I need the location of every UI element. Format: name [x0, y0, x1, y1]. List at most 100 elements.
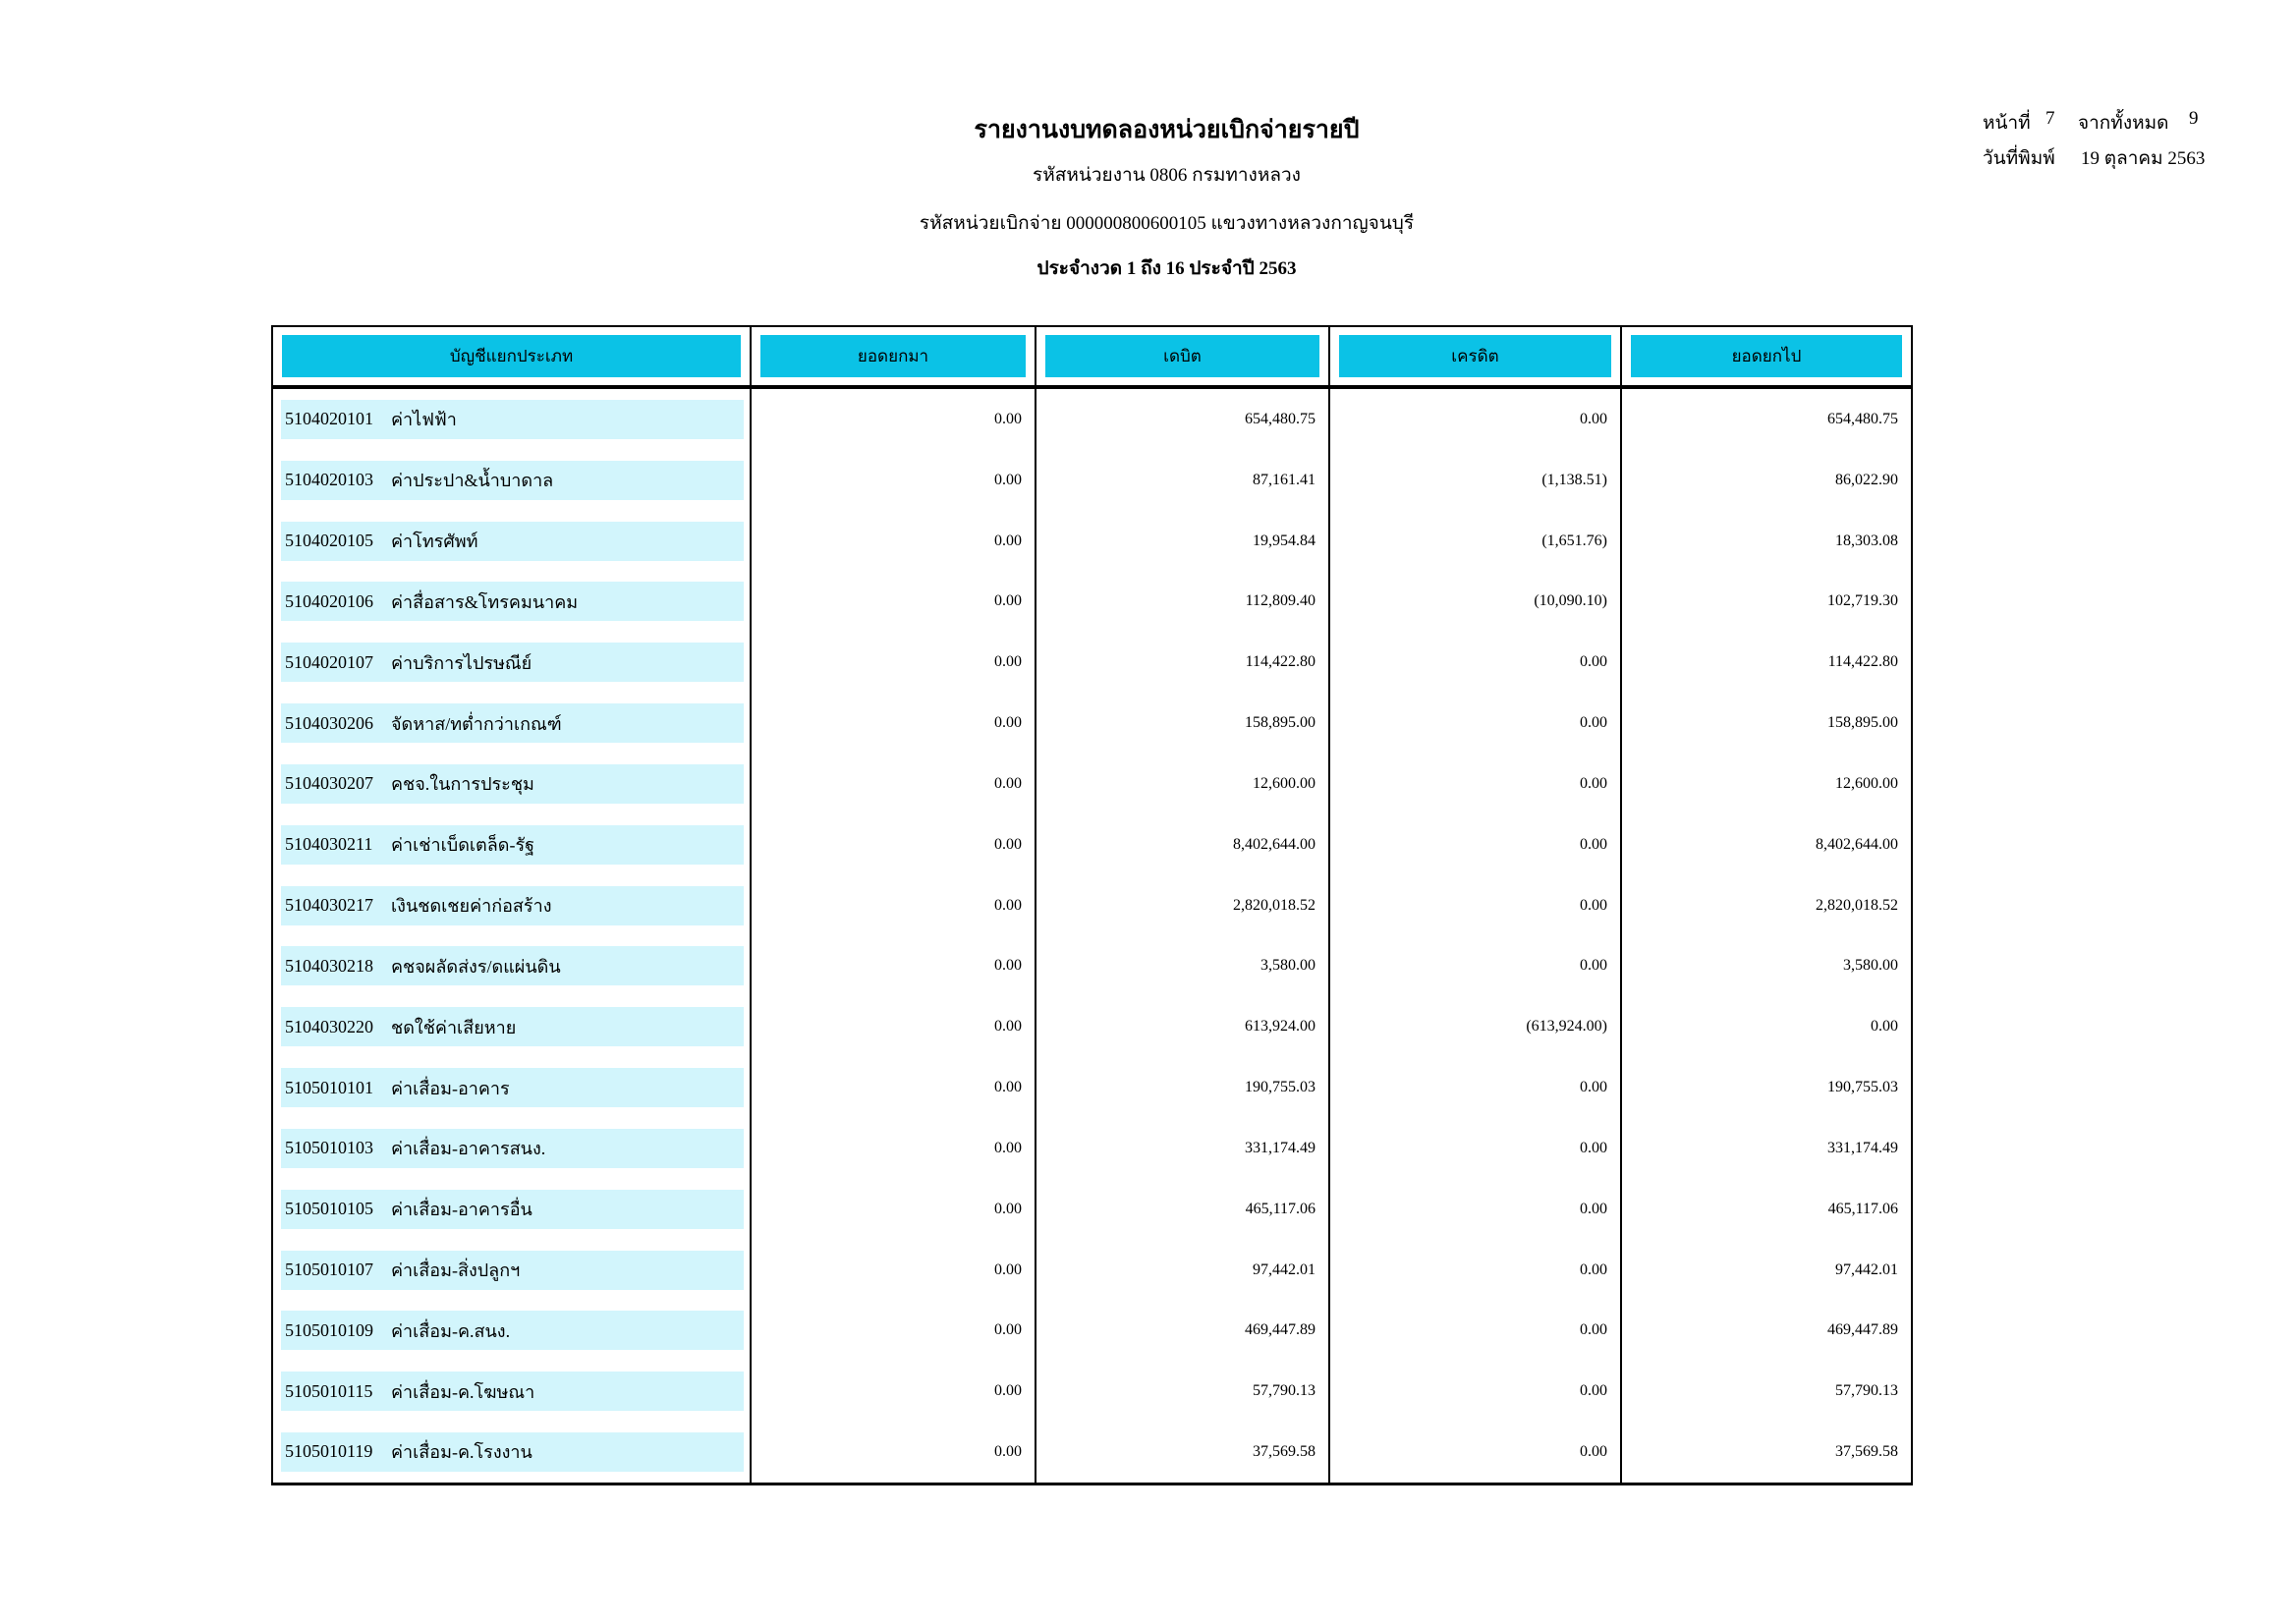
account-cell: 5105010107 ค่าเสื่อม-สิ่งปลูกฯ [273, 1239, 752, 1301]
account-name: คชจ.ในการประชุม [391, 774, 534, 795]
credit-cell: 0.00 [1330, 389, 1622, 450]
account-band: 5104020101 ค่าไฟฟ้า [281, 399, 744, 439]
closing-balance-cell: 18,303.08 [1835, 532, 1898, 549]
agency-line: รหัสหน่วยงาน 0806 กรมทางหลวง [1033, 165, 1301, 186]
disbursement-line: รหัสหน่วยเบิกจ่าย 000000800600105 แขวงทา… [919, 213, 1415, 234]
account-name: ค่าไฟฟ้า [391, 410, 457, 430]
account-name: ค่าประปา&น้ำบาดาล [391, 471, 554, 491]
closing-balance-cell: 37,569.58 [1835, 1442, 1898, 1460]
opening-balance-cell: 0.00 [752, 1361, 1036, 1423]
credit-cell: (10,090.10) [1330, 571, 1622, 633]
header-cell-credit: เครดิต [1330, 327, 1622, 385]
closing-balance-cell: 3,580.00 [1843, 957, 1898, 975]
table-row: 5105010107 ค่าเสื่อม-สิ่งปลูกฯ 0.00 97,442.… [273, 1239, 1911, 1301]
account-name: ค่าเช่าเบ็ดเตล็ด-รัฐ [391, 835, 535, 856]
account-name: ชดใช้ค่าเสียหาย [391, 1017, 517, 1037]
opening-balance-cell: 0.00 [752, 874, 1036, 936]
account-band: 5104030220 ชดใช้ค่าเสียหาย [281, 1007, 744, 1047]
account-band: 5104020103 ค่าประปา&น้ำบาดาล [281, 460, 744, 500]
opening-balance-cell: 0.00 [752, 449, 1036, 511]
debit-cell: 3,580.00 [1036, 935, 1330, 997]
table-row: 5104030218 คชจผลัดส่งร/ดแผ่นดิน 0.00 3,580.… [273, 935, 1911, 997]
account-cell: 5104030206 จัดหาส/ทต่ำกว่าเกณฑ์ [273, 693, 752, 754]
closing-balance-cell: 469,447.89 [1827, 1321, 1898, 1339]
table-row: 5104030220 ชดใช้ค่าเสียหาย 0.00 613,924.00(… [273, 996, 1911, 1058]
account-band: 5104020107 ค่าบริการไปรษณีย์ [281, 643, 744, 683]
account-code: 5104020107 [285, 651, 373, 672]
table-row: 5104030211 ค่าเช่าเบ็ดเตล็ด-รัฐ 0.00 8,402,… [273, 813, 1911, 875]
closing-balance-cell: 2,820,018.52 [1816, 896, 1898, 914]
debit-cell: 12,600.00 [1036, 753, 1330, 814]
credit-cell: 0.00 [1330, 1057, 1622, 1118]
debit-cell: 57,790.13 [1036, 1361, 1330, 1423]
account-cell: 5104020101 ค่าไฟฟ้า [273, 389, 752, 450]
total-pages-value: 9 [2189, 108, 2199, 129]
account-cell: 5104030217 เงินชดเชยค่าก่อสร้าง [273, 874, 752, 936]
closing-balance-cell: 465,117.06 [1827, 1200, 1898, 1217]
table-row: 5105010103 ค่าเสื่อม-อาคารสนง. 0.00 331,174… [273, 1117, 1911, 1179]
account-code: 5104030218 [285, 955, 373, 976]
account-name: ค่าเสื่อม-ค.โรงงาน [391, 1442, 532, 1463]
account-band: 5105010115 ค่าเสื่อม-ค.โฆษณา [281, 1372, 744, 1412]
account-cell: 5105010101 ค่าเสื่อม-อาคาร [273, 1057, 752, 1118]
account-cell: 5105010119 ค่าเสื่อม-ค.โรงงาน [273, 1422, 752, 1483]
account-code: 5105010103 [285, 1138, 373, 1158]
account-cell: 5104020106 ค่าสื่อสาร&โทรคมนาคม [273, 571, 752, 633]
credit-cell: 0.00 [1330, 1239, 1622, 1301]
opening-balance-cell: 0.00 [752, 1300, 1036, 1362]
account-cell: 5105010109 ค่าเสื่อม-ค.สนง. [273, 1300, 752, 1362]
account-name: ค่าโทรศัพท์ [391, 532, 478, 552]
closing-balance-cell: 8,402,644.00 [1816, 835, 1898, 853]
opening-balance-cell: 0.00 [752, 996, 1036, 1058]
debit-cell: 331,174.49 [1036, 1117, 1330, 1179]
account-band: 5104030207 คชจ.ในการประชุม [281, 763, 744, 804]
closing-balance-cell: 331,174.49 [1827, 1139, 1898, 1156]
account-band: 5105010101 ค่าเสื่อม-อาคาร [281, 1068, 744, 1108]
closing-balance-cell: 97,442.01 [1835, 1260, 1898, 1278]
credit-cell: 0.00 [1330, 1361, 1622, 1423]
table-row: 5104020103 ค่าประปา&น้ำบาดาล 0.00 87,161.41… [273, 449, 1911, 511]
account-code: 5105010119 [285, 1441, 373, 1462]
debit-cell: 19,954.84 [1036, 510, 1330, 572]
account-name: ค่าบริการไปรษณีย์ [391, 652, 532, 673]
table-row: 5105010109 ค่าเสื่อม-ค.สนง. 0.00 469,447.89… [273, 1300, 1911, 1362]
account-code: 5104030217 [285, 895, 373, 916]
account-name: ค่าสื่อสาร&โทรคมนาคม [391, 591, 579, 612]
account-cell: 5105010115 ค่าเสื่อม-ค.โฆษณา [273, 1361, 752, 1423]
debit-cell: 158,895.00 [1036, 693, 1330, 754]
credit-cell: (1,651.76) [1330, 510, 1622, 572]
account-cell: 5104020105 ค่าโทรศัพท์ [273, 510, 752, 572]
header-label-closing-balance: ยอดยกไป [1631, 335, 1902, 377]
closing-balance-cell: 57,790.13 [1835, 1382, 1898, 1400]
account-name: คชจผลัดส่งร/ดแผ่นดิน [391, 956, 561, 977]
account-name: ค่าเสื่อม-สิ่งปลูกฯ [391, 1260, 521, 1280]
debit-cell: 8,402,644.00 [1036, 813, 1330, 875]
account-band: 5104020106 ค่าสื่อสาร&โทรคมนาคม [281, 582, 744, 622]
closing-balance-cell: 190,755.03 [1827, 1079, 1898, 1096]
account-code: 5104020101 [285, 409, 373, 429]
account-band: 5105010119 ค่าเสื่อม-ค.โรงงาน [281, 1431, 744, 1472]
credit-cell: (613,924.00) [1330, 996, 1622, 1058]
closing-balance-cell: 102,719.30 [1827, 592, 1898, 610]
account-name: ค่าเสื่อม-อาคาร [391, 1078, 510, 1098]
credit-cell: 0.00 [1330, 1178, 1622, 1240]
account-band: 5104030206 จัดหาส/ทต่ำกว่าเกณฑ์ [281, 703, 744, 744]
table-header-row: บัญชีแยกประเภท ยอดยกมา เดบิต เครดิต ยอดย… [273, 327, 1911, 389]
debit-cell: 465,117.06 [1036, 1178, 1330, 1240]
opening-balance-cell: 0.00 [752, 813, 1036, 875]
credit-cell: 0.00 [1330, 693, 1622, 754]
opening-balance-cell: 0.00 [752, 1057, 1036, 1118]
account-code: 5104030220 [285, 1016, 373, 1036]
account-code: 5104020106 [285, 590, 373, 611]
account-code: 5104020103 [285, 470, 373, 490]
print-date-label: วันที่พิมพ์ [1983, 148, 2055, 169]
account-band: 5104030218 คชจผลัดส่งร/ดแผ่นดิน [281, 946, 744, 986]
header-label-account: บัญชีแยกประเภท [282, 335, 741, 377]
table-body: 5104020101 ค่าไฟฟ้า 0.00 654,480.75 0.00 654,… [273, 389, 1911, 1483]
opening-balance-cell: 0.00 [752, 571, 1036, 633]
header-label-credit: เครดิต [1339, 335, 1611, 377]
opening-balance-cell: 0.00 [752, 1178, 1036, 1240]
table-row: 5105010115 ค่าเสื่อม-ค.โฆษณา 0.00 57,790.13… [273, 1361, 1911, 1423]
trial-balance-table: บัญชีแยกประเภท ยอดยกมา เดบิต เครดิต ยอดย… [271, 325, 1913, 1485]
